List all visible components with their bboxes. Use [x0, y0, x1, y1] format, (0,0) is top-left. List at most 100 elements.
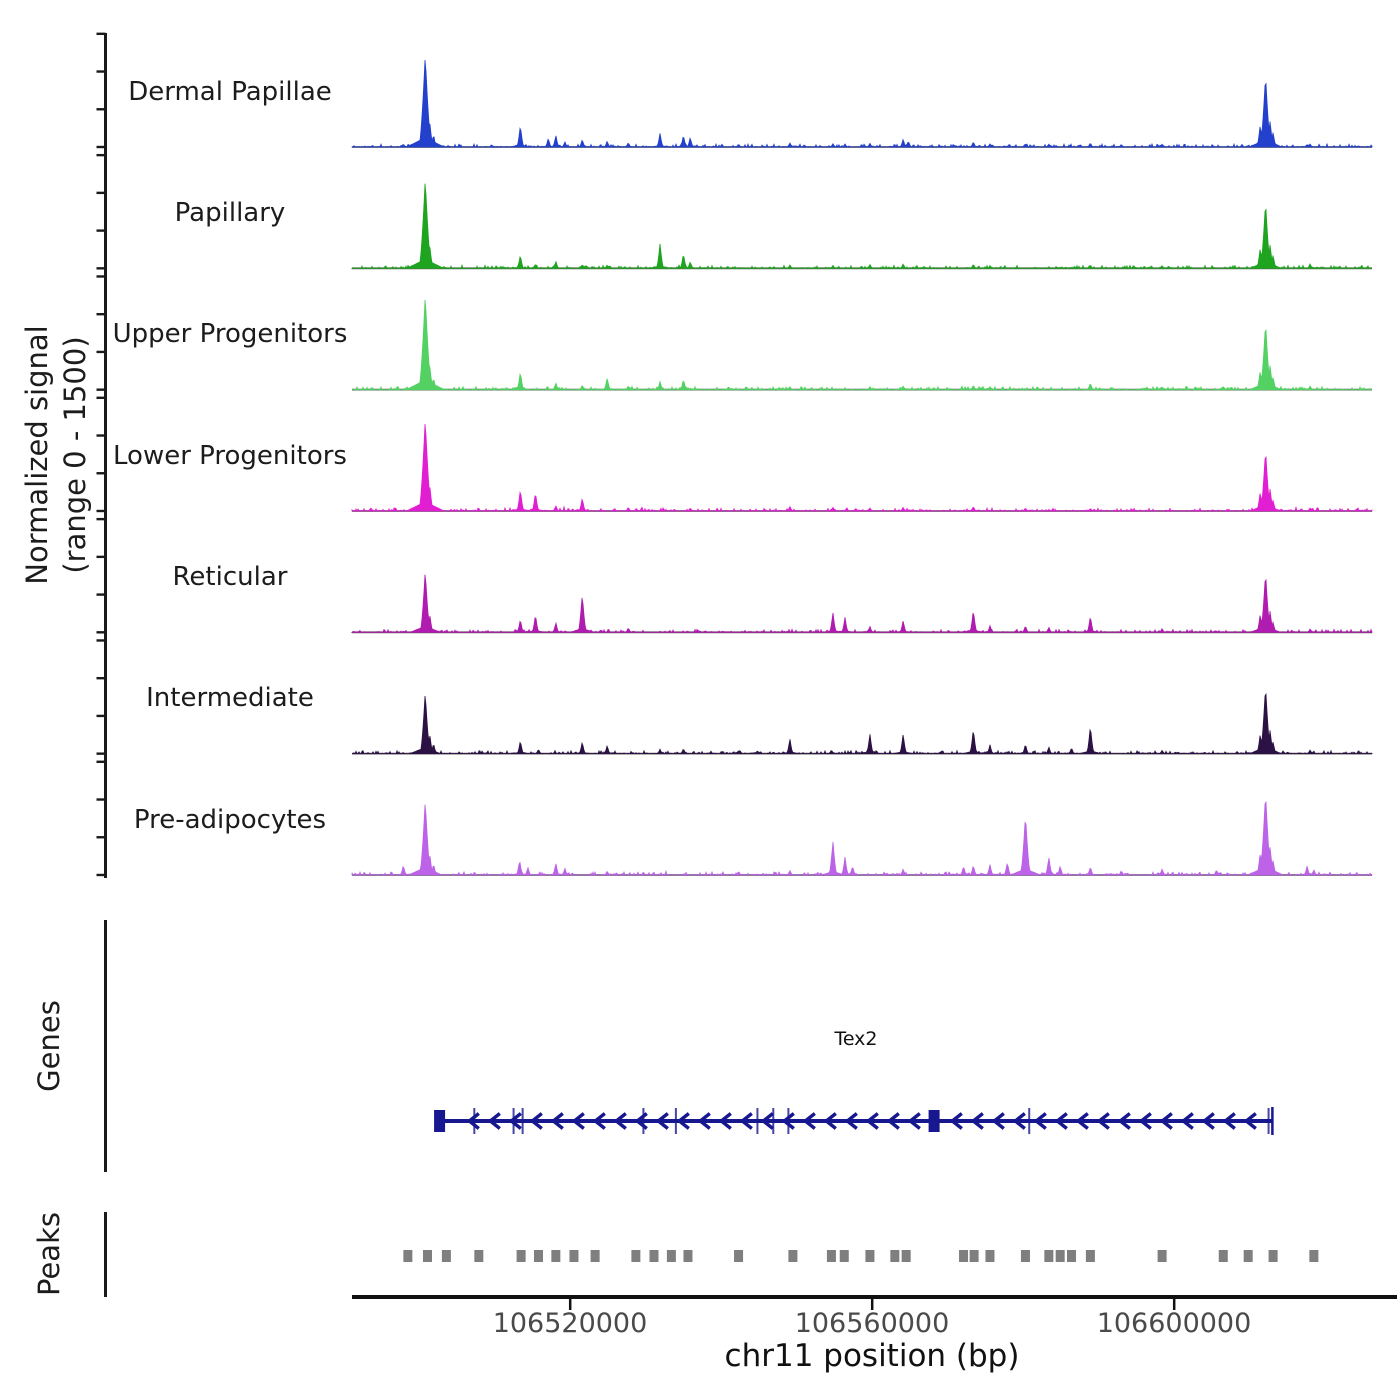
x-axis-tick	[1172, 1299, 1176, 1310]
peak-interval-box	[441, 1250, 451, 1262]
peak-interval-box	[1157, 1250, 1167, 1262]
strand-arrow-left-icon	[571, 1112, 585, 1130]
peak-interval-box	[985, 1250, 995, 1262]
gene-exon-tick	[1028, 1108, 1031, 1134]
peak-interval-box	[1268, 1250, 1278, 1262]
y-axis-tick	[96, 555, 106, 559]
strand-arrow-left-icon	[718, 1112, 732, 1130]
gene-exon-tick	[772, 1108, 775, 1134]
signal-track-intermediate	[351, 692, 1373, 755]
y-axis-tick	[96, 760, 106, 763]
y-axis-tick	[96, 350, 106, 354]
y-axis-label-line1: Normalized signal	[20, 325, 54, 585]
y-axis-tick	[96, 388, 106, 391]
signal-area-path	[351, 299, 1373, 391]
strand-arrow-left-icon	[655, 1112, 669, 1130]
peak-interval-box	[788, 1250, 798, 1262]
strand-arrow-left-icon	[508, 1112, 522, 1130]
strand-arrow-left-icon	[529, 1112, 543, 1130]
gene-exon-tick	[787, 1108, 790, 1134]
genes-section-spine	[104, 920, 107, 1172]
y-axis-tick	[96, 836, 106, 839]
y-axis-tick	[96, 275, 106, 278]
peaks-track	[104, 1212, 1319, 1297]
strand-arrow-left-icon	[760, 1112, 774, 1130]
peak-interval-box	[826, 1250, 836, 1262]
strand-arrow-left-icon	[970, 1112, 984, 1130]
signal-area-path	[351, 800, 1373, 877]
signal-area-path	[350, 183, 1372, 270]
peak-interval-box	[1243, 1250, 1253, 1262]
peak-interval-box	[569, 1250, 579, 1262]
peak-interval-box	[1085, 1250, 1095, 1262]
strand-arrow-left-icon	[1180, 1112, 1194, 1130]
peak-interval-box	[422, 1250, 432, 1262]
strand-arrow-left-icon	[823, 1112, 837, 1130]
peak-interval-box	[734, 1250, 744, 1262]
peak-interval-box	[666, 1250, 676, 1262]
peak-interval-box	[649, 1250, 659, 1262]
peak-interval-box	[590, 1250, 600, 1262]
strand-arrow-left-icon	[907, 1112, 921, 1130]
signal-track-reticular	[350, 574, 1373, 634]
gene-exon-tick	[756, 1108, 759, 1134]
strand-arrow-left-icon	[802, 1112, 816, 1130]
strand-arrow-left-icon	[739, 1112, 753, 1130]
x-axis	[352, 1295, 1397, 1310]
peak-interval-box	[1067, 1250, 1077, 1262]
track-label-upper-progenitors: Upper Progenitors	[112, 319, 348, 349]
gene-end-tick	[1271, 1107, 1274, 1135]
y-axis-tick	[96, 639, 106, 642]
y-axis-tick	[96, 396, 106, 399]
peak-interval-box	[403, 1250, 413, 1262]
x-tick-label-106520000: 106520000	[492, 1308, 648, 1339]
strand-arrow-left-icon	[844, 1112, 858, 1130]
y-axis-tick	[96, 517, 106, 521]
peak-interval-box	[1309, 1250, 1319, 1262]
strand-arrow-left-icon	[1054, 1112, 1068, 1130]
peak-interval-box	[1020, 1250, 1030, 1262]
track-label-reticular: Reticular	[172, 562, 288, 592]
y-axis-tick	[96, 153, 106, 157]
y-axis-label: Normalized signal (range 0 - 1500)	[18, 295, 94, 615]
peaks-section-label: Peaks	[32, 1212, 66, 1296]
y-axis-tick	[96, 267, 106, 270]
y-axis-tick	[96, 676, 106, 680]
strand-arrow-left-icon	[1096, 1112, 1110, 1130]
y-axis-tick	[96, 593, 106, 596]
track-label-lower-progenitors: Lower Progenitors	[113, 441, 347, 471]
x-axis-line	[352, 1295, 1397, 1299]
strand-arrow-left-icon	[592, 1112, 606, 1130]
y-axis-tick	[96, 191, 106, 195]
y-axis-tick	[96, 509, 106, 513]
strand-arrow-left-icon	[991, 1112, 1005, 1130]
signal-area-path	[351, 692, 1373, 755]
y-axis-tick	[96, 472, 106, 475]
track-label-pre-adipocytes: Pre-adipocytes	[133, 805, 327, 835]
strand-arrow-left-icon	[1012, 1112, 1026, 1130]
peak-interval-box	[474, 1250, 484, 1262]
y-axis-tick	[96, 631, 106, 634]
x-tick-label-106600000: 106600000	[1096, 1308, 1252, 1339]
y-axis-tick	[96, 752, 106, 755]
peak-interval-box	[551, 1250, 561, 1262]
y-axis-tick	[96, 108, 106, 111]
signal-area-path	[350, 574, 1373, 634]
strand-arrow-left-icon	[1138, 1112, 1152, 1130]
track-label-dermal-papillae: Dermal Papillae	[128, 77, 332, 107]
gene-exon-box	[434, 1110, 446, 1132]
peak-interval-box	[839, 1250, 849, 1262]
genes-section-label: Genes	[32, 1000, 66, 1092]
peak-interval-box	[1044, 1250, 1054, 1262]
peak-interval-box	[516, 1250, 526, 1262]
y-axis-tick	[96, 714, 106, 718]
strand-arrow-left-icon	[949, 1112, 963, 1130]
peak-interval-box	[890, 1250, 900, 1262]
gene-exon-tick	[674, 1108, 677, 1134]
gene-name-label: Tex2	[834, 1028, 878, 1050]
y-axis-tick	[96, 70, 106, 73]
signal-track-dermal-papillae	[351, 59, 1373, 149]
gene-exon-tick	[1267, 1108, 1270, 1134]
y-axis-label-line2: (range 0 - 1500)	[58, 336, 92, 574]
peak-interval-box	[683, 1250, 693, 1262]
